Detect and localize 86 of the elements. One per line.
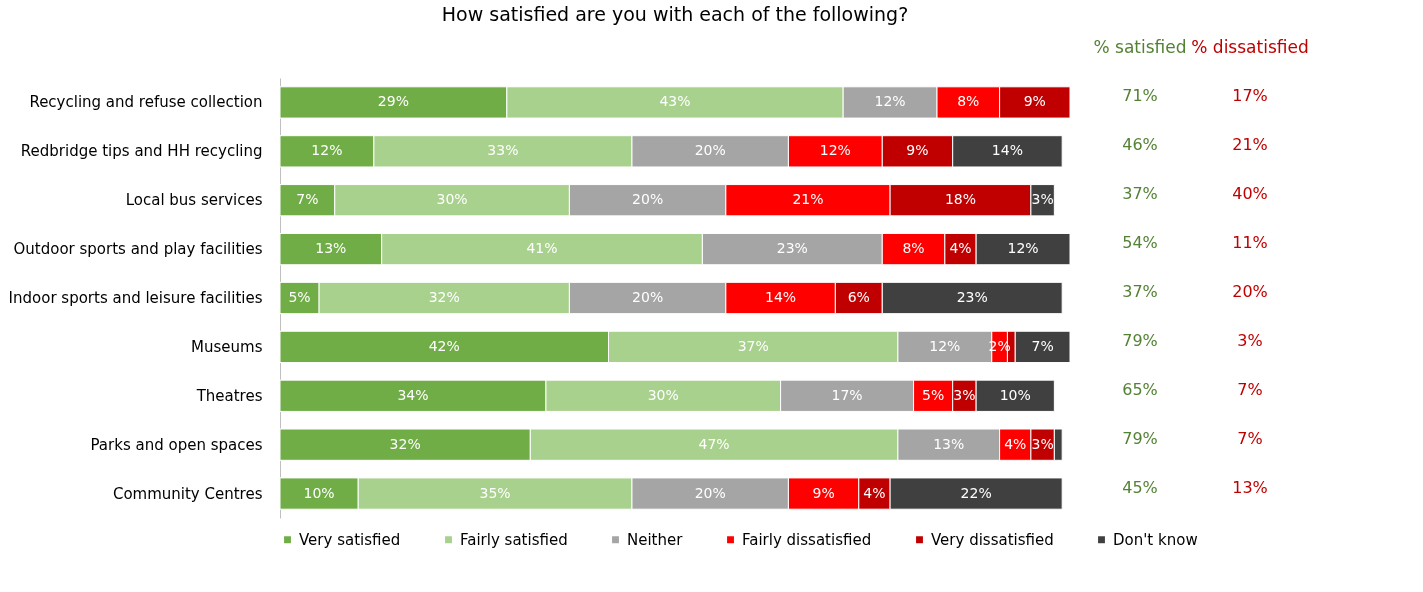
- legend-label: Fairly satisfied: [460, 530, 568, 549]
- data-label: 3%: [1031, 191, 1054, 208]
- text: 46%: [1122, 135, 1158, 155]
- text: 40%: [1232, 184, 1268, 204]
- legend-label: Fairly dissatisfied: [742, 530, 872, 549]
- text: 21%: [1232, 135, 1268, 155]
- y-tick-label: Museums: [191, 337, 263, 356]
- data-label: 20%: [632, 289, 664, 305]
- data-label: 33%: [487, 142, 519, 159]
- data-label: 7%: [1031, 337, 1054, 354]
- text: 37%: [1122, 184, 1158, 204]
- y-tick-label: Local bus services: [125, 191, 263, 210]
- data-label: 17%: [831, 386, 863, 403]
- y-tick-label: Redbridge tips and HH recycling: [20, 142, 263, 161]
- text: 20%: [1232, 282, 1268, 301]
- data-label: 32%: [428, 289, 460, 305]
- text: 7%: [1237, 428, 1263, 448]
- data-label: 9%: [812, 484, 835, 501]
- text: 37%: [1122, 282, 1158, 301]
- data-label: 4%: [949, 240, 972, 257]
- data-label: 6%: [847, 289, 870, 305]
- text: 17%: [1232, 86, 1268, 106]
- data-label: 47%: [698, 435, 730, 452]
- text: 45%: [1122, 477, 1158, 497]
- chart-title: How satisfied are you with each of the following?: [441, 3, 909, 25]
- data-label: 23%: [956, 289, 988, 305]
- data-label: 12%: [819, 142, 851, 159]
- data-label: 30%: [647, 386, 679, 403]
- data-label: 9%: [1023, 93, 1046, 110]
- text: 13%: [1232, 477, 1268, 497]
- data-label: 10%: [999, 386, 1031, 403]
- legend-label: Very satisfied: [299, 530, 401, 549]
- data-label: 8%: [902, 240, 925, 257]
- data-label: 12%: [1007, 240, 1039, 257]
- text: 79%: [1122, 428, 1158, 448]
- y-tick-label: Outdoor sports and play facilities: [13, 240, 263, 259]
- text: 65%: [1122, 379, 1158, 399]
- data-label: 18%: [944, 191, 977, 208]
- text: 3%: [1237, 330, 1263, 350]
- data-label: 23%: [776, 240, 808, 257]
- legend-label: Neither: [627, 530, 684, 549]
- text: % dissatisfied: [1191, 37, 1309, 57]
- data-label: 12%: [929, 337, 961, 354]
- text: 11%: [1232, 233, 1268, 253]
- data-label: 12%: [874, 93, 906, 110]
- data-label: 30%: [436, 191, 468, 208]
- data-label: 13%: [933, 435, 965, 452]
- y-tick-label: Recycling and refuse collection: [29, 93, 263, 112]
- data-label: 12%: [311, 142, 343, 159]
- data-label: 5%: [288, 289, 311, 305]
- data-label: 14%: [765, 289, 797, 305]
- data-label: 20%: [694, 484, 726, 501]
- data-label: 21%: [792, 191, 824, 208]
- text: 71%: [1122, 86, 1158, 106]
- text: 79%: [1122, 330, 1158, 350]
- data-label: 20%: [694, 142, 726, 159]
- y-tick-label: Parks and open spaces: [90, 435, 263, 454]
- data-label: 10%: [303, 484, 335, 501]
- data-label: 4%: [1004, 435, 1027, 452]
- data-label: 43%: [659, 93, 691, 110]
- data-label: 14%: [991, 142, 1023, 159]
- legend-label: Very dissatisfied: [931, 530, 1054, 549]
- y-tick-label: Theatres: [195, 386, 263, 405]
- data-label: 3%: [953, 386, 976, 403]
- y-tick-label: Community Centres: [112, 484, 263, 503]
- legend-label: Don't know: [1113, 530, 1198, 549]
- data-label: 22%: [960, 484, 992, 501]
- text: 54%: [1122, 233, 1158, 253]
- data-label: 42%: [428, 337, 460, 354]
- data-label: 4%: [863, 484, 886, 501]
- data-label: 20%: [632, 191, 664, 208]
- data-label: 3%: [1031, 435, 1054, 452]
- data-label: 32%: [389, 435, 421, 452]
- data-label: 7%: [296, 191, 319, 208]
- data-label: 8%: [957, 93, 980, 110]
- data-label: 29%: [377, 93, 409, 110]
- data-label: 5%: [922, 386, 945, 403]
- data-label: 41%: [526, 240, 558, 257]
- text: % satisfied: [1093, 37, 1187, 57]
- data-label: 9%: [906, 142, 929, 159]
- data-label: 34%: [397, 386, 429, 403]
- y-tick-label: Indoor sports and leisure facilities: [8, 289, 263, 307]
- data-label: 13%: [315, 240, 347, 257]
- data-label: 37%: [737, 337, 769, 354]
- text: 7%: [1237, 379, 1263, 399]
- data-label: 35%: [479, 484, 511, 501]
